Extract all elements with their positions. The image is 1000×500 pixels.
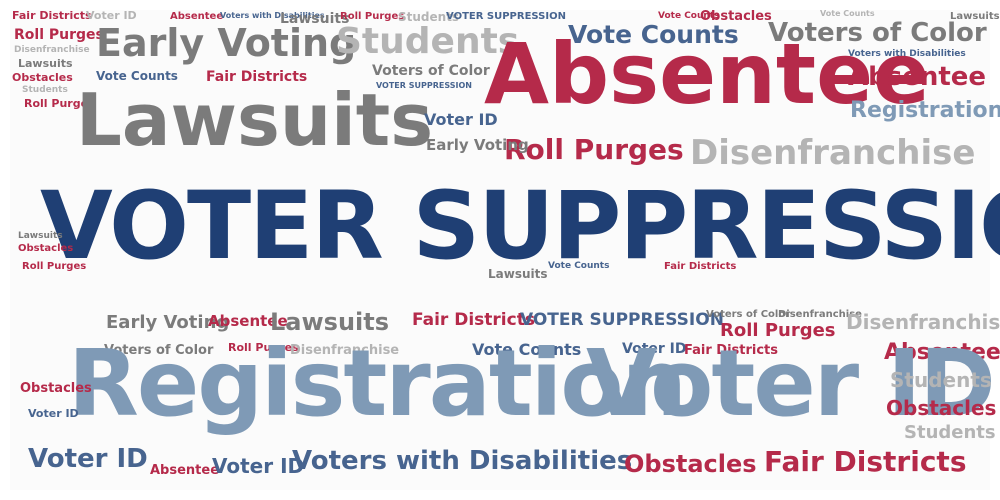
- word-lawsuits: Lawsuits: [488, 267, 548, 281]
- word-absentee: Absentee: [150, 463, 220, 478]
- word-voters-of-color: Voters of Color: [104, 343, 214, 358]
- word-absentee: Absentee: [848, 62, 987, 92]
- word-obstacles: Obstacles: [20, 381, 92, 396]
- word-obstacles: Obstacles: [12, 71, 73, 84]
- word-disenfranchise: Disenfranchise: [846, 310, 1000, 334]
- word-roll-purges: Roll Purges: [24, 97, 95, 110]
- word-early-voting: Early Voting: [106, 312, 230, 333]
- word-voters-with-disabilities: Voters with Disabilities: [220, 11, 325, 20]
- word-lawsuits: Lawsuits: [76, 78, 434, 162]
- word-students: Students: [22, 85, 68, 95]
- word-voter-id: Voter ID: [28, 444, 148, 474]
- word-disenfranchise: Disenfranchise: [690, 133, 976, 173]
- word-lawsuits: Lawsuits: [270, 308, 390, 336]
- word-disenfranchise: Disenfranchise: [778, 309, 862, 320]
- word-obstacles: Obstacles: [18, 243, 74, 254]
- word-voter-id: Voter ID: [586, 330, 996, 437]
- word-voter-id: Voter ID: [424, 110, 498, 129]
- word-voters-with-disabilities: Voters with Disabilities: [292, 446, 633, 476]
- word-voters-of-color: Voters of Color: [706, 309, 791, 320]
- word-roll-purges: Roll Purges: [504, 133, 684, 166]
- word-registration: Registration: [68, 330, 687, 437]
- word-voter-id: Voter ID: [28, 407, 79, 420]
- word-fair-districts: Fair Districts: [684, 343, 779, 358]
- word-lawsuits: Lawsuits: [18, 57, 73, 70]
- word-voter-id: Voter ID: [86, 9, 137, 22]
- word-vote-counts: Vote Counts: [820, 9, 875, 18]
- word-roll-purges: Roll Purges: [22, 261, 87, 272]
- word-lawsuits: Lawsuits: [18, 231, 63, 241]
- word-roll-purges: Roll Purges: [14, 27, 104, 43]
- word-disenfranchise: Disenfranchise: [290, 343, 400, 358]
- word-disenfranchise: Disenfranchise: [14, 45, 90, 55]
- word-absentee: Absentee: [208, 312, 288, 330]
- word-students: Students: [336, 21, 520, 62]
- word-cloud-background: [10, 10, 990, 490]
- word-obstacles: Obstacles: [886, 396, 997, 420]
- word-early-voting: Early Voting: [426, 136, 529, 154]
- word-roll-purges: Roll Purges: [720, 320, 836, 341]
- word-voters-with-disabilities: Voters with Disabilities: [848, 49, 966, 59]
- word-fair-districts: Fair Districts: [764, 445, 967, 478]
- word-voters-of-color: Voters of Color: [372, 63, 490, 79]
- word-voter-id: Voter ID: [622, 341, 687, 357]
- word-voter-suppression: VOTER SUPPRESSION: [40, 172, 1000, 281]
- word-early-voting: Early Voting: [96, 21, 357, 65]
- word-students: Students: [904, 422, 996, 443]
- word-students: Students: [398, 10, 460, 24]
- word-voter-suppression: VOTER SUPPRESSION: [446, 11, 566, 22]
- word-vote-counts: Vote Counts: [568, 20, 739, 49]
- word-vote-counts: Vote Counts: [472, 340, 582, 359]
- word-fair-districts: Fair Districts: [12, 9, 92, 22]
- word-vote-counts: Vote Counts: [548, 261, 610, 271]
- word-vote-counts: Vote Counts: [96, 69, 178, 83]
- word-obstacles: Obstacles: [700, 9, 772, 24]
- word-voter-id: Voter ID: [212, 454, 305, 478]
- word-roll-purges: Roll Purges: [228, 341, 299, 354]
- word-vote-counts: Vote Counts: [658, 11, 720, 21]
- word-fair-districts: Fair Districts: [206, 69, 308, 85]
- word-absentee: Absentee: [484, 25, 931, 123]
- word-voter-suppression: VOTER SUPPRESSION: [376, 81, 472, 90]
- word-absentee: Absentee: [170, 11, 224, 22]
- word-roll-purges: Roll Purges: [340, 11, 405, 22]
- word-voter-suppression: VOTER SUPPRESSION: [520, 310, 724, 330]
- word-lawsuits: Lawsuits: [280, 11, 350, 27]
- word-lawsuits: Lawsuits: [950, 11, 1000, 22]
- word-students: Students: [890, 368, 992, 392]
- word-absentee: Absentee: [884, 340, 1000, 365]
- word-fair-districts: Fair Districts: [412, 310, 535, 330]
- word-voters-of-color: Voters of Color: [768, 18, 987, 48]
- word-registration: Registration: [850, 98, 1000, 123]
- word-obstacles: Obstacles: [624, 450, 757, 478]
- word-fair-districts: Fair Districts: [664, 261, 737, 272]
